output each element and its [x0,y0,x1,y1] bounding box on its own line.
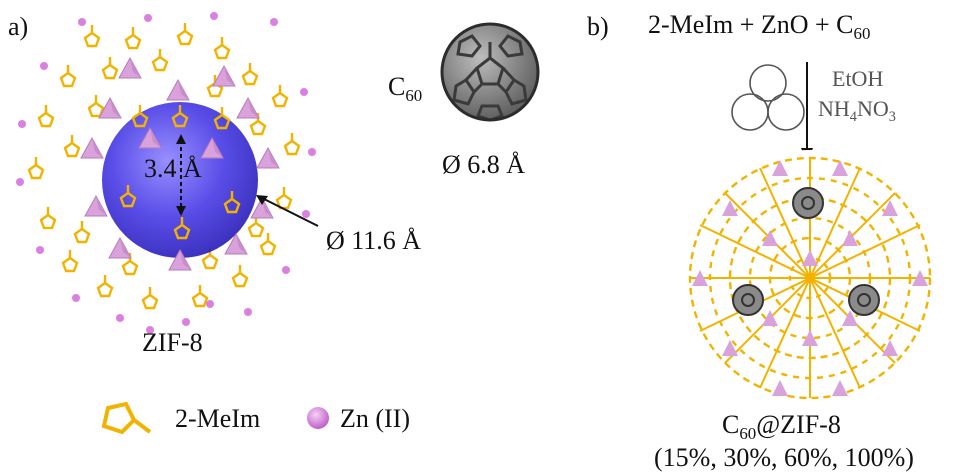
pore-diameter-label: Ø 11.6 Å [326,226,422,255]
pore-sphere [102,102,258,258]
ball-mill-icon [731,64,805,131]
diameter-pointer-line [261,197,319,227]
legend-zinc-label: Zn (II) [340,404,411,433]
pore-height-label: 3.4 Å [144,154,202,183]
fullerene-icon [440,22,540,122]
solvent-label: EtOH [832,66,884,91]
product-label: C60@ZIF-8 [722,410,841,443]
c60-diameter-label: Ø 6.8 Å [442,150,526,179]
peripheral-zinc-atoms [16,12,316,334]
panel-b-label: b) [587,12,609,41]
salt-label: NH4NO3 [818,96,896,125]
ligand-icon [101,401,152,435]
zinc-atom-icon [307,407,329,429]
panel-a-label: a) [8,12,29,41]
c60-label: C60 [388,72,423,105]
c60-zif8-structure [682,150,938,406]
reactants-label: 2-MeIm + ZnO + C60 [648,10,871,43]
legend-ligand-label: 2-MeIm [175,404,261,433]
framework-label: ZIF-8 [142,328,203,357]
loadings-label: (15%, 30%, 60%, 100%) [654,443,914,472]
